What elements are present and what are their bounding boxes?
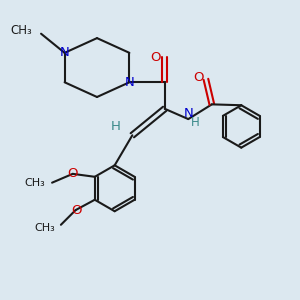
Text: CH₃: CH₃ xyxy=(11,24,32,37)
Text: O: O xyxy=(193,71,204,84)
Text: CH₃: CH₃ xyxy=(34,223,55,233)
Text: H: H xyxy=(111,120,121,133)
Text: H: H xyxy=(191,116,200,128)
Text: N: N xyxy=(184,107,194,120)
Text: N: N xyxy=(60,46,70,59)
Text: N: N xyxy=(124,76,134,89)
Text: O: O xyxy=(67,167,77,180)
Text: CH₃: CH₃ xyxy=(24,178,45,188)
Text: O: O xyxy=(71,204,82,217)
Text: O: O xyxy=(151,51,161,64)
